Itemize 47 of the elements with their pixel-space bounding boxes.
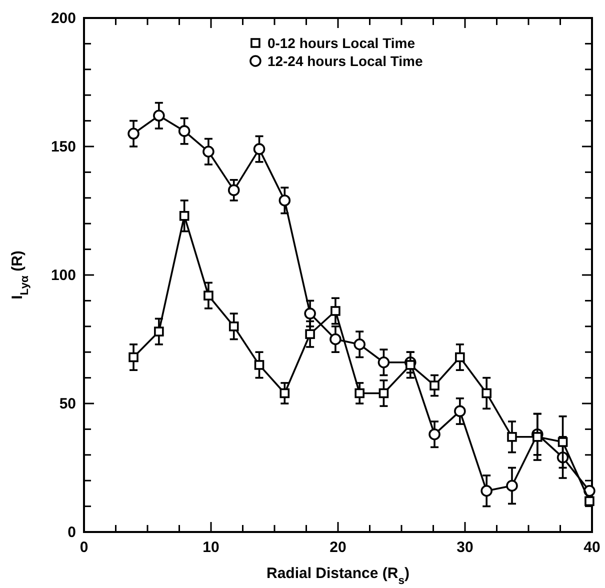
x-tick-label: 40 xyxy=(584,539,600,556)
point xyxy=(428,428,440,440)
point xyxy=(253,143,266,155)
point xyxy=(454,405,466,418)
point xyxy=(354,388,364,398)
y-tick-label: 200 xyxy=(50,10,76,27)
point xyxy=(280,388,290,398)
point xyxy=(202,146,214,158)
x-axis-title: Radial Distance (R$_{s}$) xyxy=(266,565,410,587)
point xyxy=(354,338,366,350)
point xyxy=(584,496,594,506)
point xyxy=(378,356,390,368)
point xyxy=(430,380,440,390)
point xyxy=(482,388,492,398)
point xyxy=(378,388,389,398)
x-tick-label: 10 xyxy=(202,539,220,556)
point xyxy=(179,210,190,221)
point xyxy=(330,333,342,346)
point xyxy=(558,437,568,447)
point xyxy=(506,480,518,492)
x-tick-label: 30 xyxy=(456,539,474,556)
point xyxy=(405,360,416,370)
point xyxy=(278,194,291,206)
point xyxy=(154,326,164,336)
x-tick-label: 0 xyxy=(80,539,88,556)
point xyxy=(128,128,140,140)
point xyxy=(305,329,315,340)
y-tick-label: 0 xyxy=(68,524,76,541)
y-tick-label: 50 xyxy=(59,396,76,412)
legend-label: 12-24 hours Local Time xyxy=(267,53,424,69)
point xyxy=(153,110,165,122)
point xyxy=(480,484,492,497)
x-tick-label: 20 xyxy=(330,539,346,556)
y-tick-label: 150 xyxy=(50,138,76,156)
point xyxy=(228,184,240,196)
point xyxy=(455,352,465,362)
point xyxy=(128,352,138,362)
point xyxy=(204,290,214,300)
legend-label: 0-12 hours Local Time xyxy=(267,35,416,51)
point xyxy=(330,306,340,316)
point xyxy=(507,432,517,442)
point xyxy=(178,125,190,137)
point xyxy=(254,360,264,370)
y-tick-label: 100 xyxy=(50,267,76,284)
point xyxy=(532,432,542,442)
point xyxy=(304,308,316,320)
point xyxy=(228,322,239,332)
